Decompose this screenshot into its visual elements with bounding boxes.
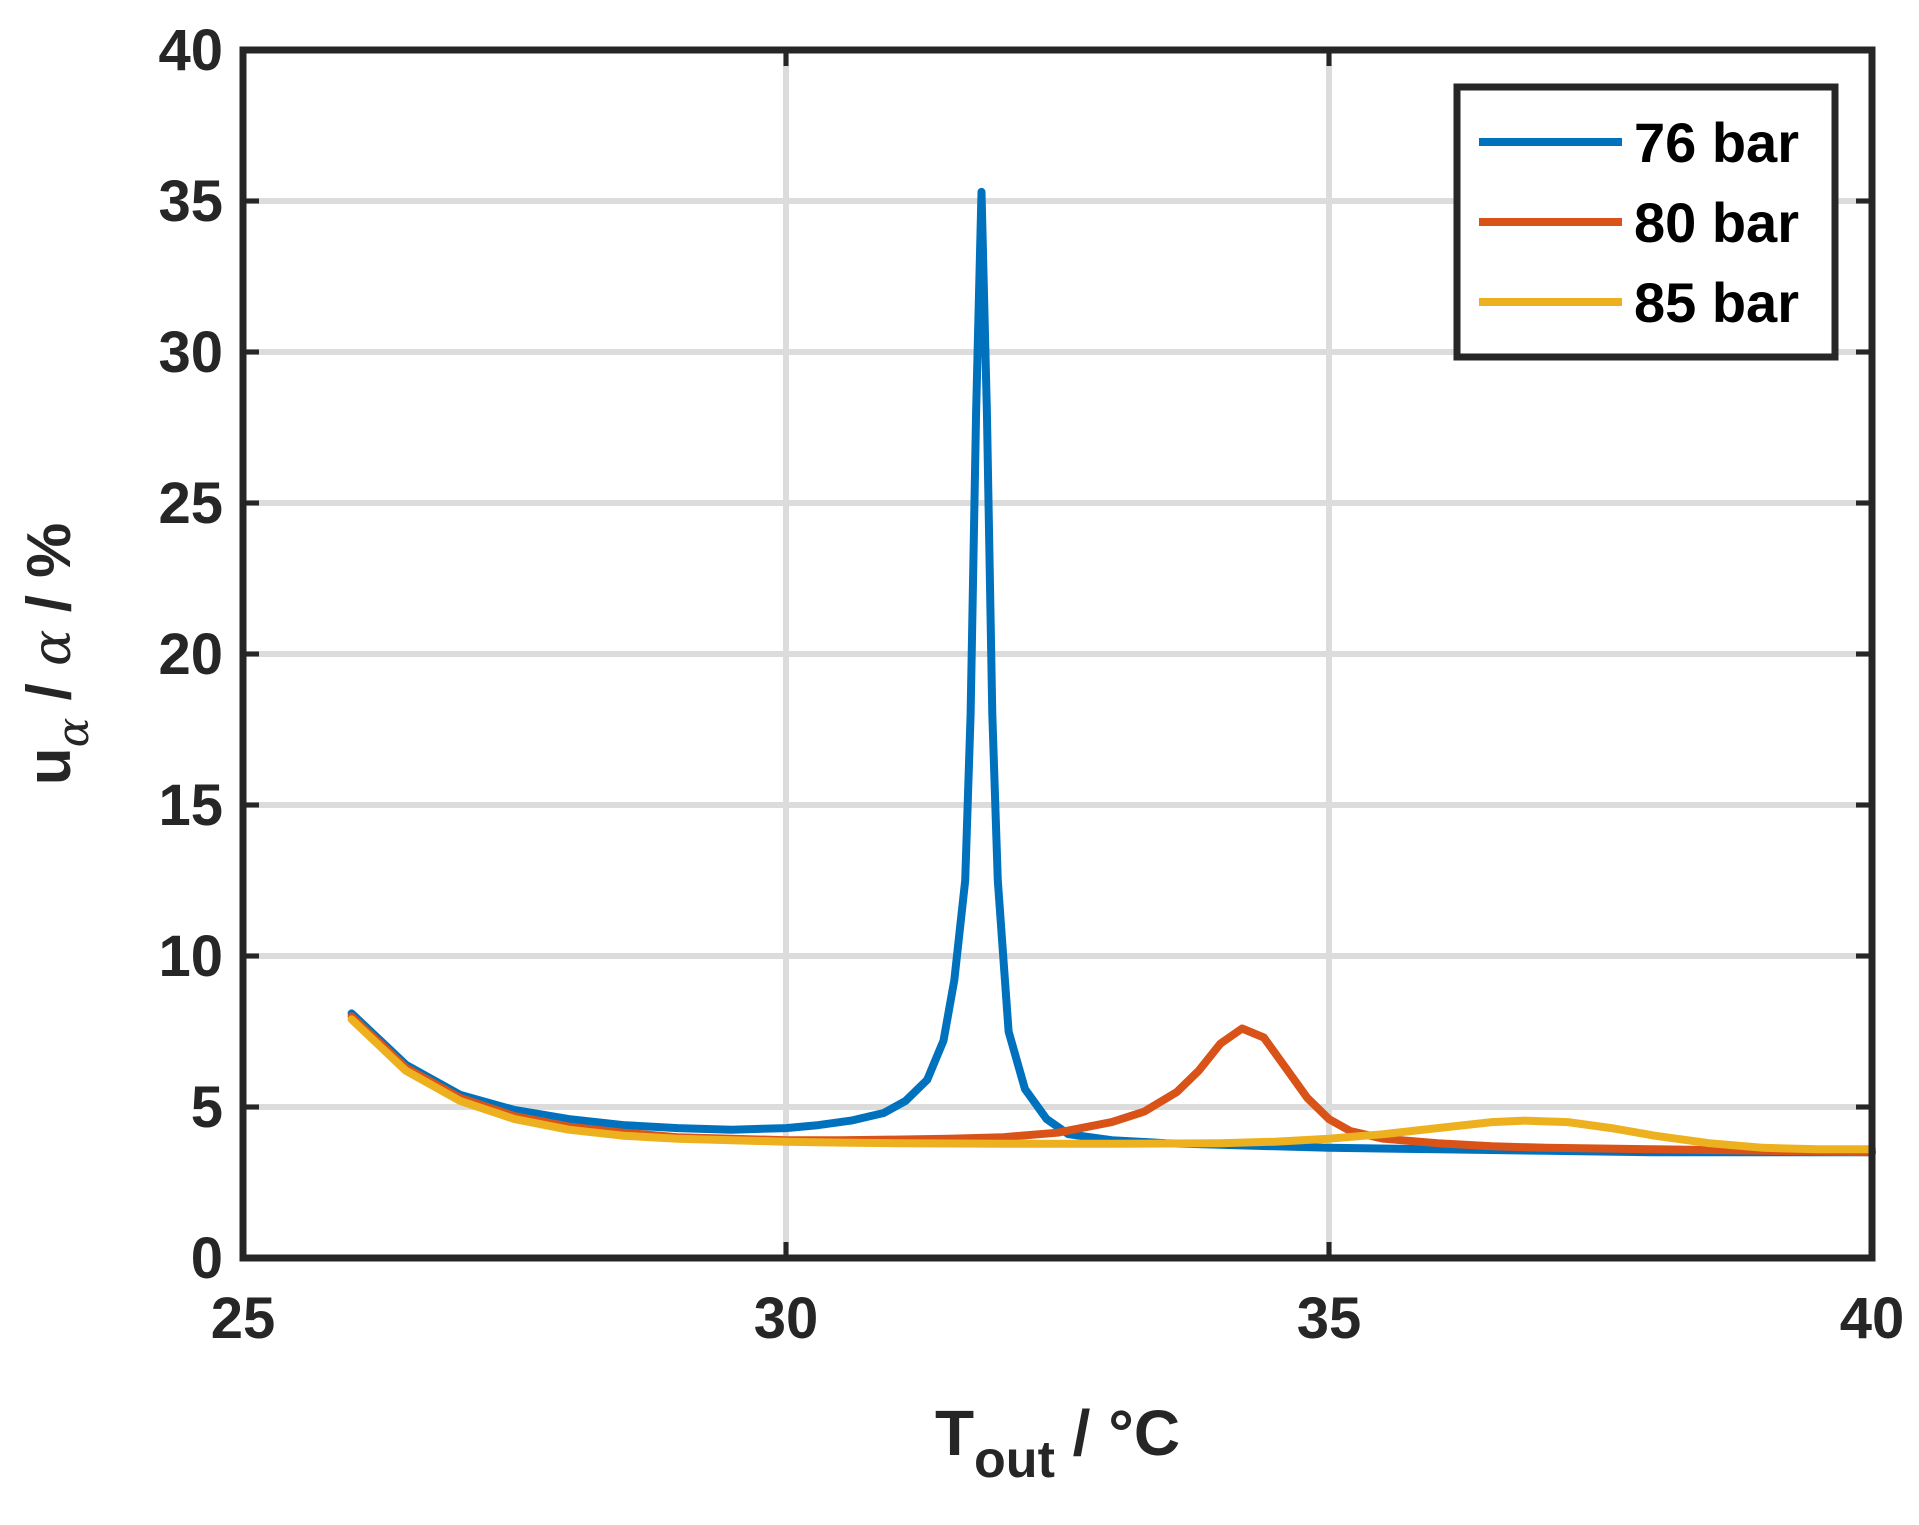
x-axis: 25 30 35 40 [211,50,1905,1351]
legend: 76 bar 80 bar 85 bar [1453,83,1839,361]
legend-label: 80 bar [1634,191,1799,254]
y-tick-label: 30 [158,320,223,385]
y-axis-title-group: uα / α / % [15,523,99,786]
y-axis-title-separator: / [15,666,84,718]
y-tick-label: 0 [191,1226,223,1291]
y-tick-label: 35 [158,169,223,234]
series-layer [347,187,1876,1157]
x-axis-title-main: T [935,1397,974,1469]
y-tick-label: 15 [158,773,223,838]
legend-label: 76 bar [1634,111,1799,174]
y-axis: 0 5 10 15 20 25 30 35 40 [158,18,1872,1291]
x-tick-label: 30 [754,1286,819,1351]
series-line-3 [347,1015,1876,1154]
y-tick-label: 20 [158,622,223,687]
x-tick-label: 35 [1297,1286,1362,1351]
y-axis-title-unit: / % [15,523,84,630]
y-tick-label: 10 [158,924,223,989]
y-axis-title-main: u [15,747,84,785]
y-tick-label: 25 [158,471,223,536]
legend-label: 85 bar [1634,271,1799,334]
y-axis-title-subscript: α [48,718,99,748]
y-axis-title: uα / α / % [15,523,99,786]
y-axis-title-symbol: α [20,630,83,666]
x-tick-label: 40 [1840,1286,1905,1351]
x-axis-title: Tout / °C [935,1397,1180,1489]
y-tick-label: 5 [191,1075,223,1140]
x-axis-title-subscript: out [974,1431,1055,1489]
x-tick-label: 25 [211,1286,276,1351]
x-axis-title-unit: / °C [1055,1397,1180,1469]
y-tick-label: 40 [158,18,223,83]
